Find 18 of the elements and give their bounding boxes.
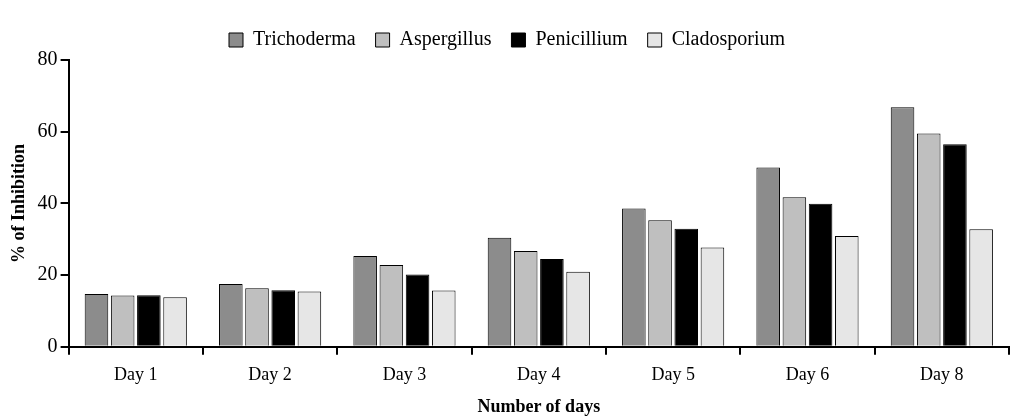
x-tick-label: Day 4 [517,364,561,385]
x-tick-label: Day 2 [248,364,292,385]
legend-label: Penicillium [535,27,629,50]
y-tick-label: 60 [37,118,58,141]
x-axis-title: Number of days [477,395,601,416]
y-tick-label: 0 [47,334,58,357]
y-tick-label: 40 [37,190,58,213]
legend-label: Cladosporium [671,27,786,51]
x-tick-label: Day 6 [785,364,830,385]
x-tick-label: Day 3 [382,364,427,385]
x-tick-label: Day 5 [651,364,695,385]
y-tick-label: 80 [37,47,58,70]
y-tick-label: 20 [37,262,58,285]
legend-label: Trichoderma [253,27,356,50]
legend-label: Aspergillus [399,27,492,51]
x-tick-label: Day 8 [920,364,964,385]
y-axis-title: % of Inhibition [8,143,29,263]
x-tick-label: Day 1 [114,364,158,385]
